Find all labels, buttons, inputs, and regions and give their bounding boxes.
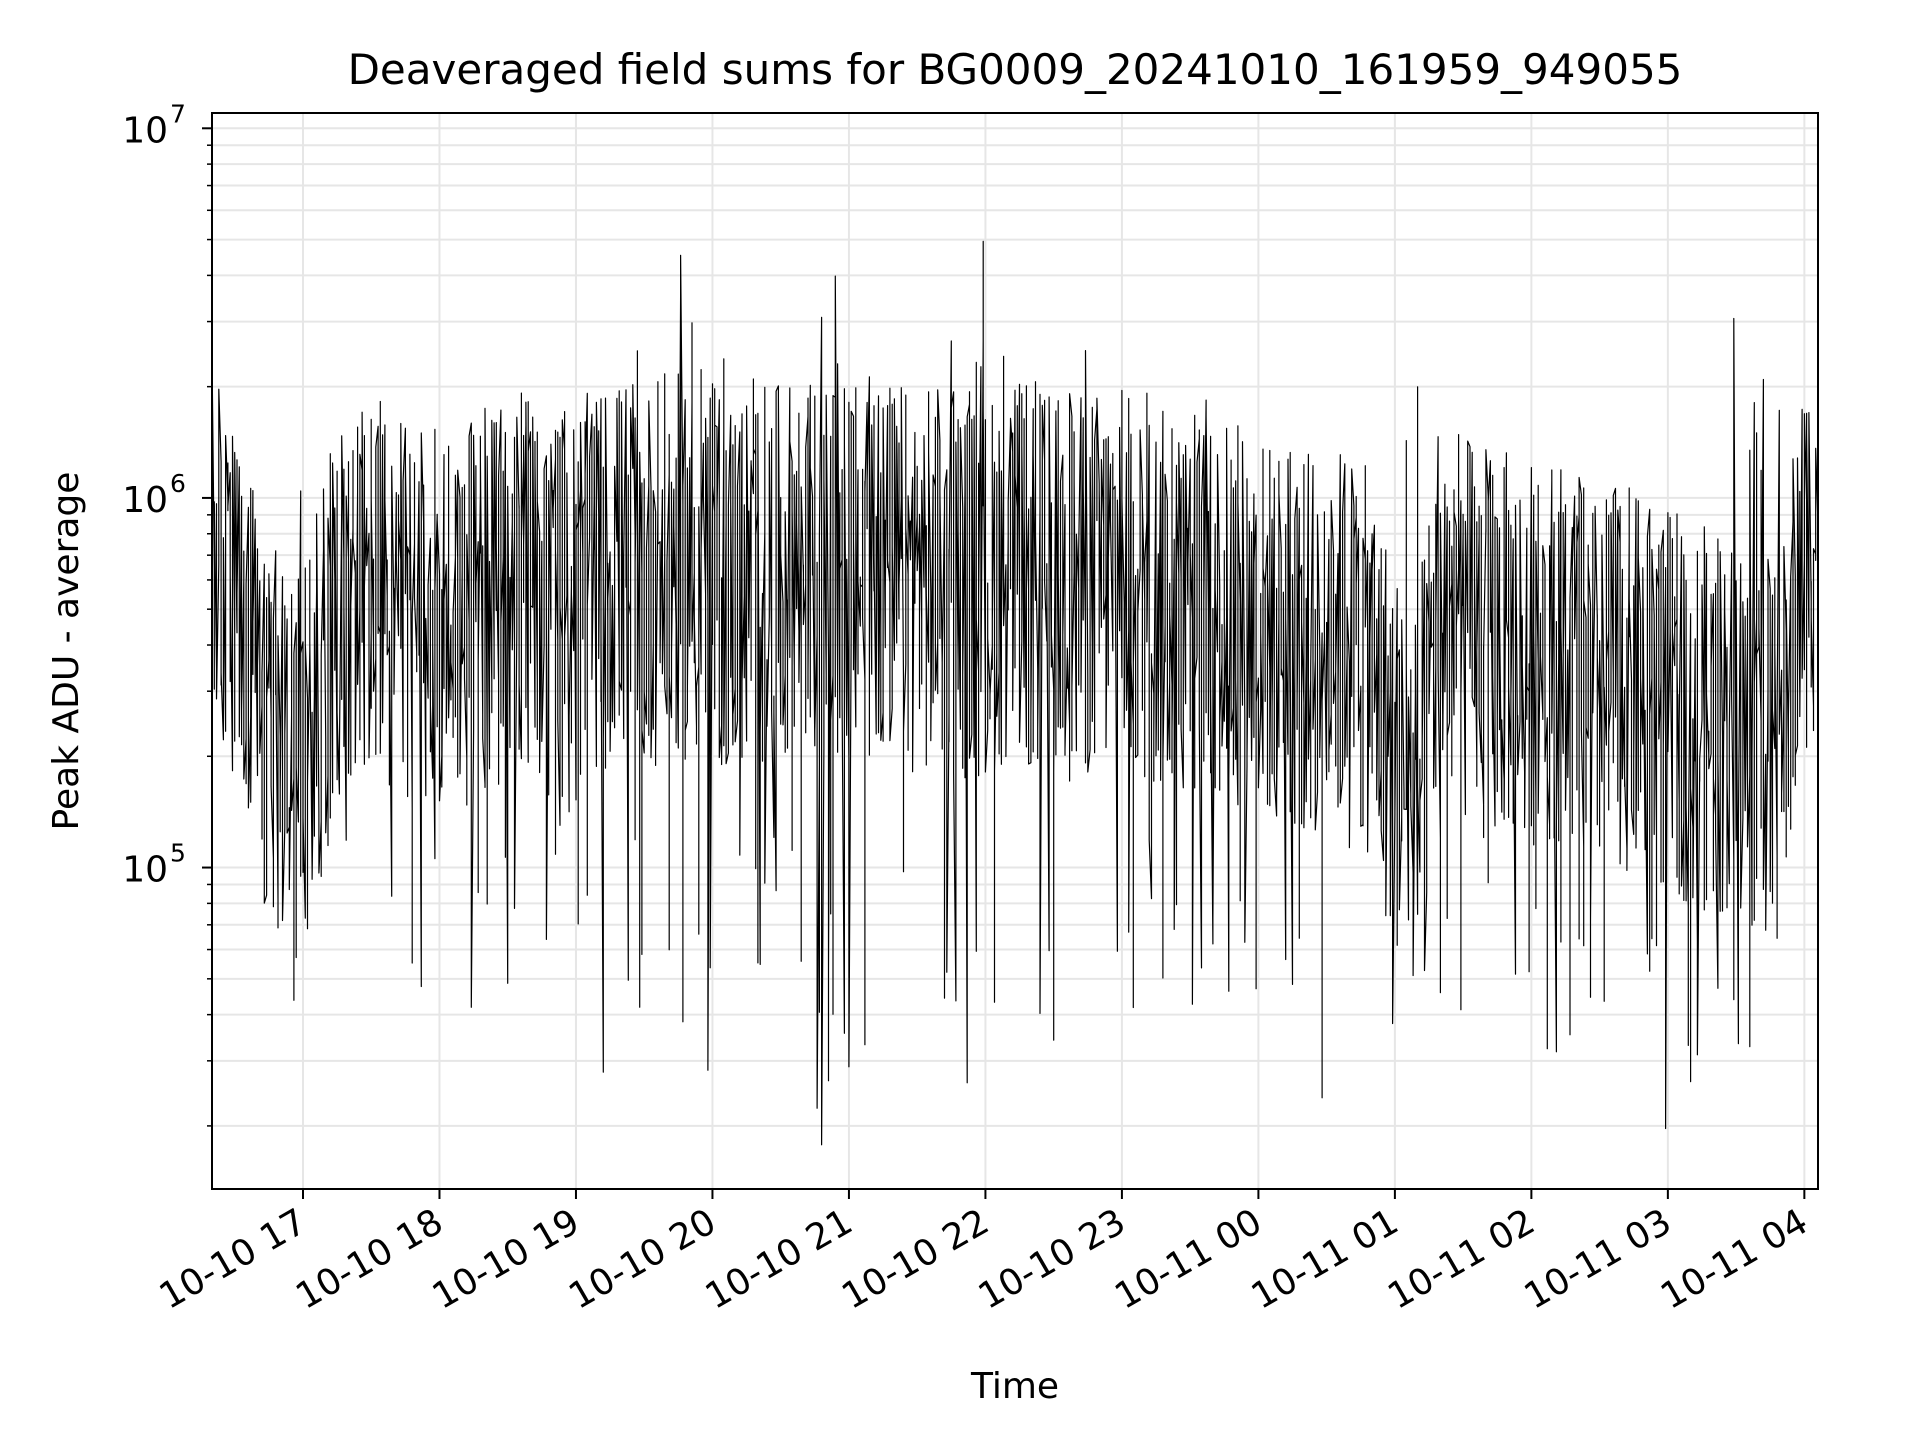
chart-title: Deaveraged field sums for BG0009_2024101…	[348, 45, 1683, 94]
y-tick-label: 10	[122, 850, 168, 891]
x-axis-label: Time	[970, 1366, 1059, 1407]
axes-frame	[211, 112, 1819, 1190]
series-line	[212, 240, 1818, 1146]
y-tick-label-exponent: 5	[170, 839, 186, 868]
y-tick-label-exponent: 6	[170, 469, 186, 498]
y-tick-label: 10	[122, 480, 168, 521]
y-tick-label-exponent: 7	[170, 99, 186, 128]
y-axis-label: Peak ADU - average	[46, 472, 87, 831]
y-tick-label: 10	[122, 110, 168, 151]
plot-area	[212, 240, 1818, 1146]
